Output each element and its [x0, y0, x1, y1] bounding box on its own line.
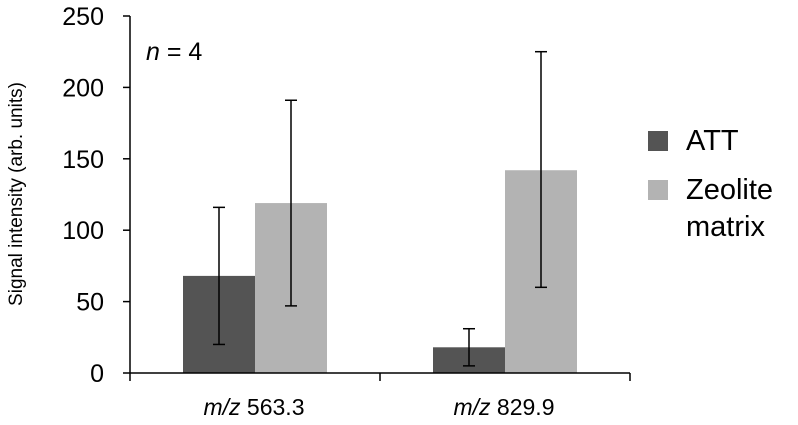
error-bar-zeolite-2 [535, 50, 547, 289]
annotation-n: n [146, 38, 160, 66]
y-tick-label-200: 200 [62, 74, 104, 102]
error-bars-layer [213, 50, 547, 367]
category-label-2-value: 829.9 [491, 394, 555, 420]
legend-label-zeolite-line1: Zeolite [686, 174, 773, 206]
error-bar-att-1 [213, 206, 225, 346]
y-tick-label-0: 0 [90, 360, 104, 388]
svg-text:m/z 829.9: m/z 829.9 [453, 394, 554, 420]
legend-label-zeolite: Zeolite matrix [686, 174, 781, 243]
category-label-2: m/z 829.9 [453, 394, 554, 420]
category-label-1: m/z 563.3 [203, 394, 304, 420]
error-bar-zeolite-1 [285, 99, 297, 307]
svg-text:m/z 563.3: m/z 563.3 [203, 394, 304, 420]
legend-label-zeolite-line2: matrix [686, 211, 765, 243]
sample-size-annotation: n = 4 [146, 38, 202, 66]
bars-layer [183, 170, 577, 373]
axes-layer: 0 50 100 150 200 250 [62, 3, 631, 388]
category-label-1-value: 563.3 [241, 394, 305, 420]
annotation-value: = 4 [160, 38, 202, 66]
y-axis-label: Signal intensity (arb. units) [6, 82, 27, 306]
y-tick-label-150: 150 [62, 146, 104, 174]
y-tick-label-100: 100 [62, 217, 104, 245]
legend-label-att: ATT [686, 125, 739, 157]
error-bar-att-2 [463, 327, 475, 367]
y-tick-label-50: 50 [76, 289, 104, 317]
category-label-1-prefix: m/z [203, 394, 241, 420]
category-label-2-prefix: m/z [453, 394, 491, 420]
y-tick-label-250: 250 [62, 3, 104, 31]
legend-swatch-zeolite [648, 180, 668, 200]
legend-swatch-att [648, 131, 668, 151]
legend: ATT Zeolite matrix [648, 125, 781, 243]
